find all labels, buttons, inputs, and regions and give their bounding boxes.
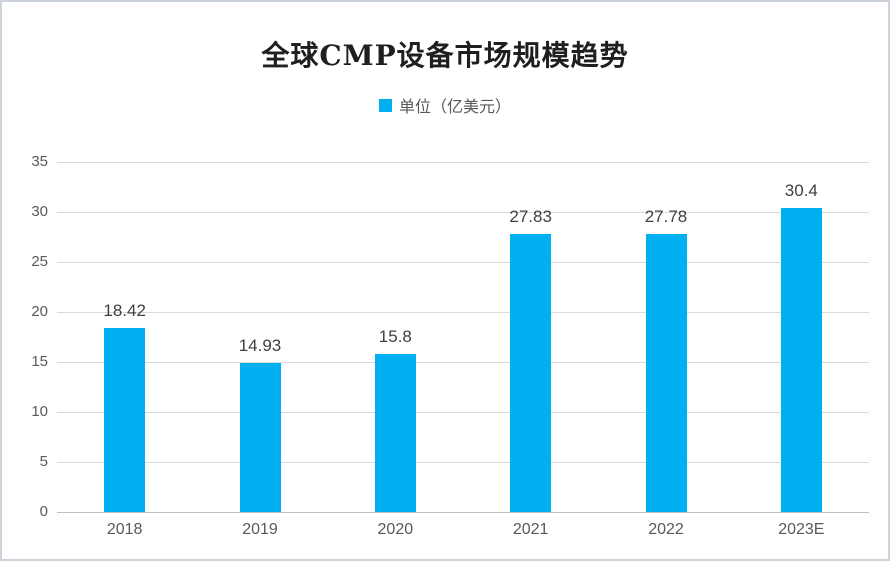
x-tick-label-2023E: 2023E xyxy=(778,521,825,538)
x-tick-label-2021: 2021 xyxy=(512,521,549,538)
plot-area: 18.42 14.93 15.8 27.83 27.78 30.4 xyxy=(57,162,869,513)
bar-2021 xyxy=(510,233,552,512)
chart-title: 全球CMP设备市场规模趋势 xyxy=(261,39,629,72)
x-tick-label-2019: 2019 xyxy=(242,521,278,538)
y-tick-label-35: 35 xyxy=(31,153,48,170)
bar-2018 xyxy=(104,327,146,512)
x-tick-label-2022: 2022 xyxy=(648,521,684,538)
value-label-2022: 27.78 xyxy=(644,207,688,227)
legend-swatch-icon xyxy=(378,98,392,112)
legend-label: 单位（亿美元） xyxy=(398,97,511,116)
x-axis-line xyxy=(57,512,869,513)
gridline-15 xyxy=(57,362,869,363)
gridline-5 xyxy=(57,462,869,463)
gridline-30 xyxy=(57,212,869,213)
gridline-20 xyxy=(57,312,869,313)
value-label-2018: 18.42 xyxy=(103,300,146,320)
bar-2023E xyxy=(780,208,822,512)
y-tick-label-10: 10 xyxy=(31,403,48,420)
y-tick-label-20: 20 xyxy=(31,303,48,320)
legend: 单位（亿美元） xyxy=(2,93,888,117)
value-label-2020: 15.8 xyxy=(378,327,412,346)
x-axis: 2018 2019 2020 2021 2022 2023E xyxy=(57,521,869,545)
gridline-25 xyxy=(57,262,869,263)
x-tick-label-2020: 2020 xyxy=(377,521,414,538)
y-tick-label-25: 25 xyxy=(31,253,48,270)
bar-2019 xyxy=(239,362,281,512)
gridline-10 xyxy=(57,412,869,413)
bar-2022 xyxy=(645,234,687,512)
y-tick-label-15: 15 xyxy=(31,353,48,370)
x-tick-label-2018: 2018 xyxy=(106,521,143,538)
y-tick-label-0: 0 xyxy=(39,503,48,520)
y-axis: 0 5 10 15 20 25 30 35 xyxy=(2,2,48,559)
value-label-2021: 27.83 xyxy=(509,206,552,226)
bar-2020 xyxy=(374,354,416,512)
y-tick-label-30: 30 xyxy=(31,203,48,220)
gridline-35 xyxy=(57,162,869,163)
value-label-2023E: 30.4 xyxy=(784,181,818,200)
value-label-2019: 14.93 xyxy=(238,335,282,355)
y-tick-label-5: 5 xyxy=(39,453,48,470)
